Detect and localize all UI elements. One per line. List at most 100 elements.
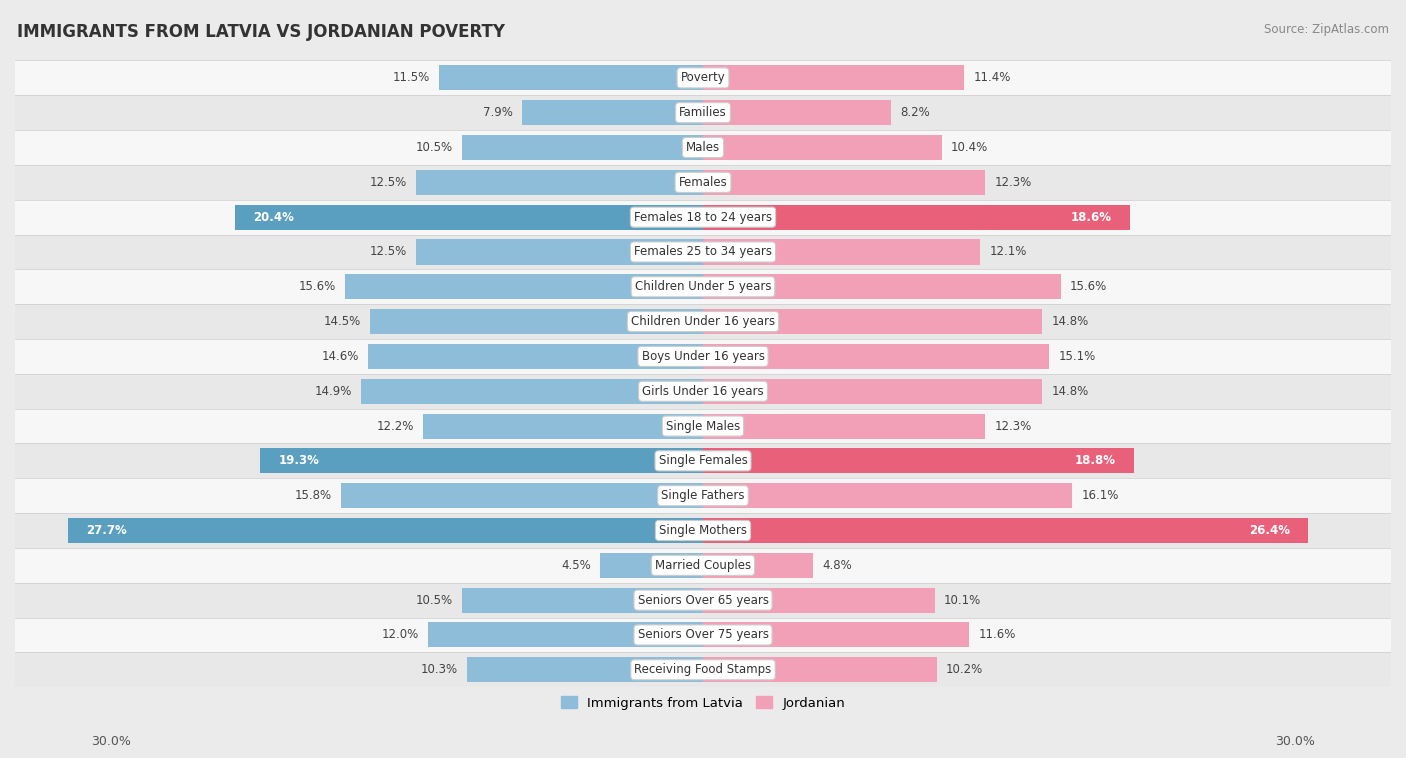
Bar — [15, 304, 1391, 339]
Bar — [15, 409, 1391, 443]
Text: 30.0%: 30.0% — [91, 735, 131, 748]
Text: 14.5%: 14.5% — [323, 315, 361, 328]
Bar — [361, 379, 703, 404]
Bar — [703, 622, 969, 647]
Bar — [703, 414, 986, 439]
Bar — [703, 170, 986, 195]
Bar — [15, 269, 1391, 304]
Text: 10.4%: 10.4% — [950, 141, 988, 154]
Bar — [600, 553, 703, 578]
Text: Females 25 to 34 years: Females 25 to 34 years — [634, 246, 772, 258]
Bar — [15, 443, 1391, 478]
Text: 12.2%: 12.2% — [377, 419, 413, 433]
Text: 12.3%: 12.3% — [994, 176, 1032, 189]
Text: 7.9%: 7.9% — [482, 106, 513, 119]
Bar — [15, 618, 1391, 653]
Text: 12.5%: 12.5% — [370, 176, 408, 189]
Text: 11.4%: 11.4% — [973, 71, 1011, 84]
Bar — [370, 309, 703, 334]
Bar — [15, 130, 1391, 165]
Bar — [427, 622, 703, 647]
Text: 10.3%: 10.3% — [420, 663, 457, 676]
Text: Married Couples: Married Couples — [655, 559, 751, 572]
Bar — [340, 483, 703, 508]
Text: 8.2%: 8.2% — [900, 106, 929, 119]
Text: 14.9%: 14.9% — [315, 385, 352, 398]
Text: Poverty: Poverty — [681, 71, 725, 84]
Text: 15.6%: 15.6% — [299, 280, 336, 293]
Bar — [703, 518, 1309, 543]
Bar — [416, 170, 703, 195]
Bar — [703, 240, 980, 265]
Bar — [703, 587, 935, 612]
Text: Children Under 5 years: Children Under 5 years — [634, 280, 772, 293]
Bar — [467, 657, 703, 682]
Text: 10.1%: 10.1% — [943, 594, 981, 606]
Text: 14.8%: 14.8% — [1052, 315, 1088, 328]
Bar — [15, 200, 1391, 234]
Bar — [463, 587, 703, 612]
Bar — [15, 478, 1391, 513]
Text: 12.0%: 12.0% — [381, 628, 419, 641]
Bar — [522, 100, 703, 125]
Bar — [15, 96, 1391, 130]
Bar — [368, 344, 703, 369]
Text: 27.7%: 27.7% — [86, 524, 127, 537]
Bar — [703, 65, 965, 90]
Bar — [703, 205, 1129, 230]
Text: Single Mothers: Single Mothers — [659, 524, 747, 537]
Bar — [463, 135, 703, 160]
Bar — [703, 483, 1073, 508]
Bar — [703, 135, 942, 160]
Text: 10.2%: 10.2% — [946, 663, 983, 676]
Text: 10.5%: 10.5% — [416, 594, 453, 606]
Text: Receiving Food Stamps: Receiving Food Stamps — [634, 663, 772, 676]
Text: Families: Families — [679, 106, 727, 119]
Bar — [15, 61, 1391, 96]
Bar — [15, 374, 1391, 409]
Bar — [67, 518, 703, 543]
Bar — [346, 274, 703, 299]
Bar — [703, 379, 1042, 404]
Bar — [15, 513, 1391, 548]
Bar — [703, 344, 1049, 369]
Text: 10.5%: 10.5% — [416, 141, 453, 154]
Text: 11.5%: 11.5% — [392, 71, 430, 84]
Bar — [15, 583, 1391, 618]
Bar — [15, 653, 1391, 688]
Bar — [235, 205, 703, 230]
Bar — [703, 274, 1060, 299]
Bar — [423, 414, 703, 439]
Text: Females 18 to 24 years: Females 18 to 24 years — [634, 211, 772, 224]
Text: 4.8%: 4.8% — [823, 559, 852, 572]
Text: 14.6%: 14.6% — [322, 350, 359, 363]
Bar — [703, 553, 813, 578]
Text: 30.0%: 30.0% — [1275, 735, 1315, 748]
Bar — [416, 240, 703, 265]
Text: 15.6%: 15.6% — [1070, 280, 1107, 293]
Bar — [439, 65, 703, 90]
Text: Single Females: Single Females — [658, 454, 748, 468]
Text: Single Males: Single Males — [666, 419, 740, 433]
Text: 20.4%: 20.4% — [253, 211, 294, 224]
Text: Seniors Over 65 years: Seniors Over 65 years — [637, 594, 769, 606]
Text: 12.3%: 12.3% — [994, 419, 1032, 433]
Text: Boys Under 16 years: Boys Under 16 years — [641, 350, 765, 363]
Text: 12.5%: 12.5% — [370, 246, 408, 258]
Bar — [15, 165, 1391, 200]
Text: 11.6%: 11.6% — [979, 628, 1015, 641]
Bar — [15, 339, 1391, 374]
Text: 16.1%: 16.1% — [1081, 489, 1119, 503]
Text: Males: Males — [686, 141, 720, 154]
Legend: Immigrants from Latvia, Jordanian: Immigrants from Latvia, Jordanian — [555, 691, 851, 715]
Text: 18.8%: 18.8% — [1074, 454, 1116, 468]
Bar — [703, 448, 1135, 474]
Text: 18.6%: 18.6% — [1070, 211, 1111, 224]
Text: 15.1%: 15.1% — [1059, 350, 1095, 363]
Text: Children Under 16 years: Children Under 16 years — [631, 315, 775, 328]
Bar — [15, 234, 1391, 269]
Text: IMMIGRANTS FROM LATVIA VS JORDANIAN POVERTY: IMMIGRANTS FROM LATVIA VS JORDANIAN POVE… — [17, 23, 505, 41]
Text: 15.8%: 15.8% — [294, 489, 332, 503]
Text: Girls Under 16 years: Girls Under 16 years — [643, 385, 763, 398]
Text: Seniors Over 75 years: Seniors Over 75 years — [637, 628, 769, 641]
